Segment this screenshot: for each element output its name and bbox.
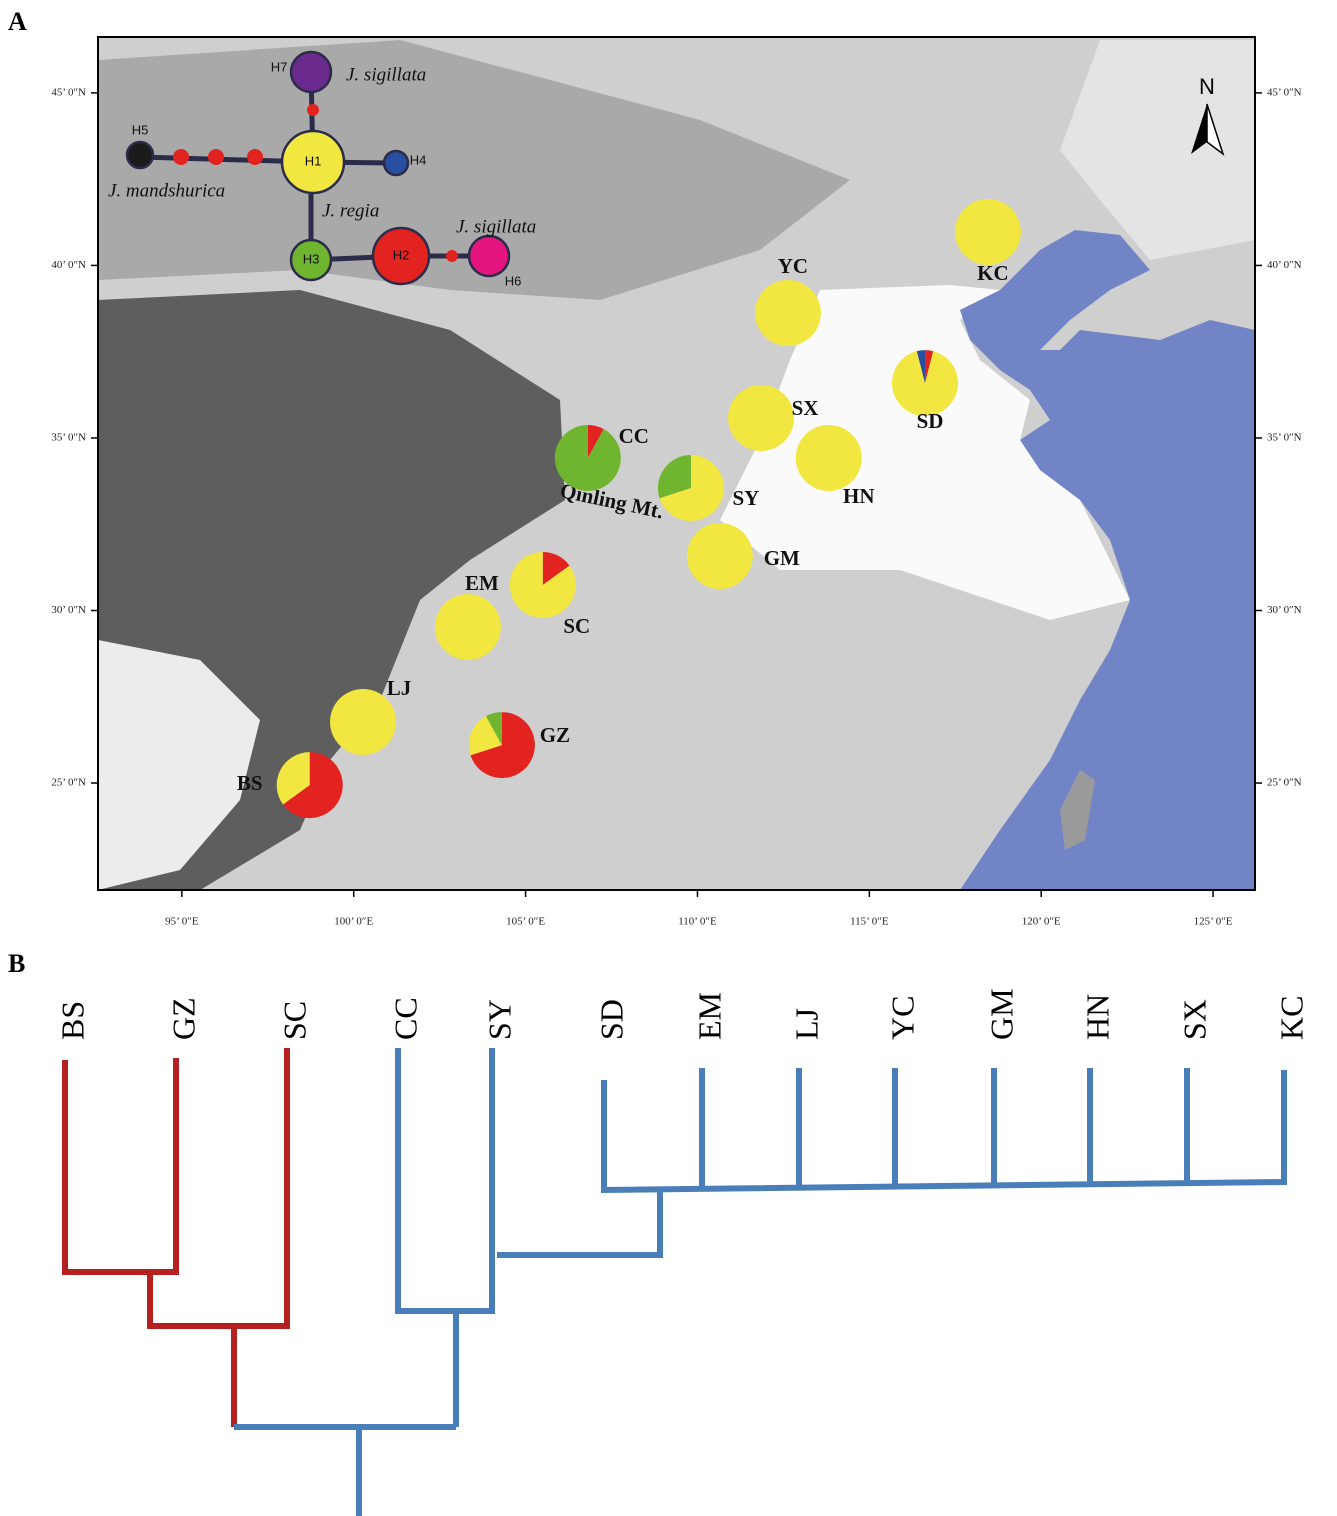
site-pie	[555, 425, 621, 491]
x-tick-label: 115’ 0″E	[850, 916, 889, 928]
y-tick-label: 25’ 0″N	[1267, 777, 1302, 789]
y-tick-label: 40’ 0″N	[51, 259, 86, 271]
y-tick-label: 45’ 0″N	[51, 86, 86, 98]
haplotype-label: H7	[271, 59, 288, 74]
haplotype-label: H1	[305, 153, 322, 168]
figure: A B N J. sigillata J. mandshurica J. reg…	[0, 0, 1337, 1516]
pie-slice	[796, 425, 862, 491]
site-pie	[658, 455, 724, 521]
pie-slice	[955, 199, 1021, 265]
leaf-label: SC	[276, 1001, 312, 1040]
site-label: KC	[977, 261, 1009, 285]
dendrogram	[65, 1048, 1284, 1516]
leaf-label: LJ	[788, 1008, 824, 1040]
site-label: GZ	[540, 723, 570, 747]
leaf-label: HN	[1079, 994, 1115, 1040]
leaf-label: KC	[1273, 996, 1309, 1040]
site-pie	[510, 552, 576, 618]
leaf-label: GZ	[165, 997, 201, 1040]
y-tick-label: 35’ 0″N	[1267, 431, 1302, 443]
site-label: SD	[917, 409, 944, 433]
site-pie	[277, 752, 343, 818]
species-label: J. sigillata	[456, 216, 536, 237]
pie-slice	[687, 523, 753, 589]
site-pie	[469, 712, 535, 778]
site-pie	[796, 425, 862, 491]
leaf-label: BS	[54, 1001, 90, 1040]
site-label: HN	[843, 484, 875, 508]
leaf-label: SX	[1176, 999, 1212, 1040]
haplotype-label: H4	[410, 152, 427, 167]
site-pie	[755, 280, 821, 346]
species-label: J. regia	[322, 200, 379, 221]
pie-slice	[755, 280, 821, 346]
site-label: BS	[237, 771, 263, 795]
panel-label: A	[8, 7, 27, 36]
pie-slice	[728, 385, 794, 451]
site-pie	[687, 523, 753, 589]
y-tick-label: 45’ 0″N	[1267, 86, 1302, 98]
haplotype-label: H3	[303, 251, 320, 266]
haplotype-node	[384, 151, 408, 175]
site-label: EM	[465, 571, 499, 595]
site-label: GM	[764, 546, 800, 570]
haplotype-label: H2	[393, 247, 410, 262]
leaf-label: EM	[691, 992, 727, 1040]
site-label: SY	[733, 486, 760, 510]
site-label: SX	[792, 396, 819, 420]
x-tick-label: 125’ 0″E	[1194, 916, 1233, 928]
pie-slice	[555, 425, 621, 491]
site-label: YC	[778, 254, 808, 278]
panel-label: B	[8, 949, 25, 978]
haplotype-node	[291, 52, 331, 92]
x-tick-label: 95’ 0″E	[165, 916, 199, 928]
site-pie	[892, 350, 958, 416]
haplotype-label: H6	[505, 273, 522, 288]
leaf-label: SY	[481, 999, 517, 1040]
leaf-label: CC	[387, 997, 423, 1040]
species-label: J. sigillata	[346, 64, 426, 85]
site-label: SC	[563, 614, 590, 638]
y-tick-label: 35’ 0″N	[51, 431, 86, 443]
y-tick-label: 40’ 0″N	[1267, 259, 1302, 271]
site-pie	[728, 385, 794, 451]
y-tick-label: 25’ 0″N	[51, 777, 86, 789]
leaf-label: GM	[983, 988, 1019, 1040]
leaf-label: SD	[593, 999, 629, 1040]
y-tick-label: 30’ 0″N	[51, 604, 86, 616]
north-label: N	[1199, 74, 1215, 99]
x-tick-label: 105’ 0″E	[506, 916, 545, 928]
x-tick-label: 120’ 0″E	[1022, 916, 1061, 928]
site-label: CC	[619, 424, 649, 448]
pie-slice	[435, 594, 501, 660]
x-tick-label: 110’ 0″E	[678, 916, 717, 928]
haplotype-node	[469, 236, 509, 276]
y-tick-label: 30’ 0″N	[1267, 604, 1302, 616]
site-pie	[955, 199, 1021, 265]
species-label: J. mandshurica	[108, 180, 225, 201]
haplotype-label: H5	[132, 122, 149, 137]
site-label: LJ	[387, 676, 412, 700]
haplotype-node	[127, 142, 153, 168]
leaf-label: YC	[884, 996, 920, 1040]
x-tick-label: 100’ 0″E	[334, 916, 373, 928]
site-pie	[435, 594, 501, 660]
